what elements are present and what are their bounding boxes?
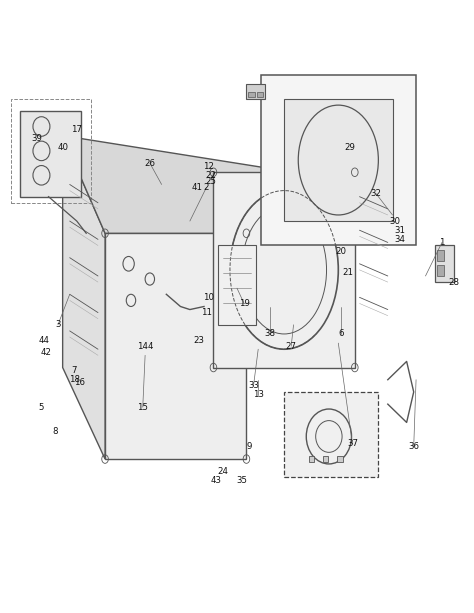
Text: 38: 38	[264, 329, 275, 338]
Text: 18: 18	[69, 375, 80, 384]
Text: 21: 21	[342, 268, 353, 278]
Text: 39: 39	[31, 134, 42, 143]
Text: 26: 26	[144, 159, 155, 167]
Text: 8: 8	[53, 427, 58, 436]
Text: 12: 12	[203, 162, 214, 170]
Text: 9: 9	[246, 443, 252, 451]
Text: 24: 24	[218, 466, 228, 476]
Text: 22: 22	[206, 171, 217, 180]
Text: 7: 7	[72, 366, 77, 375]
Text: 5: 5	[39, 403, 44, 412]
Text: 41: 41	[191, 183, 202, 192]
Polygon shape	[261, 75, 416, 245]
Text: 10: 10	[203, 293, 214, 302]
Text: 31: 31	[394, 226, 405, 235]
Polygon shape	[20, 111, 82, 197]
Bar	[435, 245, 454, 282]
Text: 36: 36	[408, 443, 419, 451]
Text: 3: 3	[55, 321, 61, 329]
Text: 43: 43	[210, 476, 221, 485]
Text: 23: 23	[194, 335, 205, 345]
Polygon shape	[284, 99, 392, 221]
Text: 42: 42	[41, 348, 52, 357]
Bar	[438, 249, 444, 261]
Text: 19: 19	[238, 299, 249, 308]
Text: 4: 4	[147, 341, 153, 351]
Polygon shape	[105, 234, 246, 459]
Bar	[323, 456, 328, 462]
Bar	[337, 456, 343, 462]
Text: 27: 27	[286, 341, 297, 351]
Bar	[248, 93, 255, 97]
Bar	[309, 456, 314, 462]
Polygon shape	[218, 245, 256, 325]
Polygon shape	[63, 135, 105, 459]
Text: 35: 35	[236, 476, 247, 485]
Bar	[246, 84, 265, 99]
Bar	[11, 99, 91, 203]
Bar	[284, 392, 378, 478]
Text: 2: 2	[204, 183, 209, 192]
Text: 28: 28	[448, 278, 459, 287]
Text: 16: 16	[73, 378, 85, 387]
Text: 30: 30	[389, 216, 401, 226]
Text: 1: 1	[439, 238, 445, 247]
Text: 6: 6	[338, 329, 344, 338]
Text: 13: 13	[253, 390, 264, 400]
Text: 20: 20	[335, 247, 346, 256]
Bar	[438, 265, 444, 276]
Bar	[257, 93, 264, 97]
Text: 44: 44	[38, 335, 49, 345]
Text: 29: 29	[345, 143, 356, 153]
Text: 15: 15	[137, 403, 148, 412]
Text: 33: 33	[248, 381, 259, 390]
Polygon shape	[63, 135, 293, 234]
Text: 25: 25	[206, 177, 217, 186]
Text: 34: 34	[394, 235, 405, 244]
Text: 11: 11	[201, 308, 212, 317]
Text: 40: 40	[57, 143, 68, 153]
Text: 17: 17	[71, 125, 82, 134]
Text: 14: 14	[137, 341, 148, 351]
Text: 32: 32	[371, 189, 382, 198]
Text: 37: 37	[347, 440, 358, 448]
Polygon shape	[213, 172, 355, 368]
